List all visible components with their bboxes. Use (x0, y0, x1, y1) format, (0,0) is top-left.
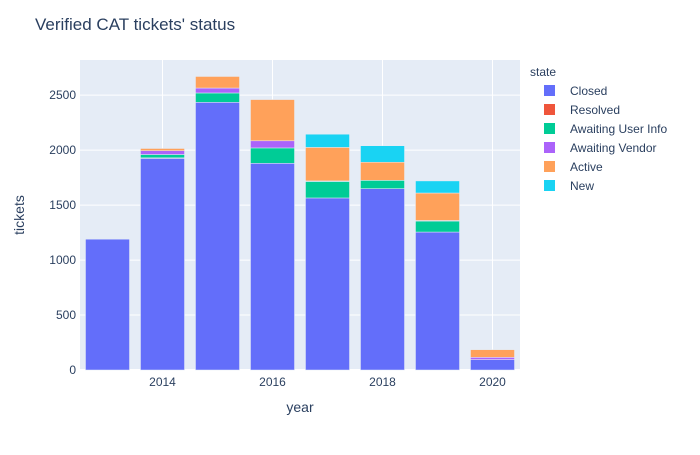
y-tick-label-1500: 1500 (49, 198, 76, 212)
bar-new-2019 (415, 180, 460, 194)
y-tick-label-1000: 1000 (49, 253, 76, 267)
legend-swatch-resolved (544, 104, 555, 115)
bar-active-2017 (305, 147, 350, 182)
bar-closed-2018 (360, 188, 405, 371)
bar-active-2014 (140, 148, 185, 151)
bar-closed-2020 (470, 359, 515, 371)
bar-closed-2019 (415, 231, 460, 371)
bar-active-2015 (195, 76, 240, 89)
bar-awaiting-user-info-2014 (140, 154, 185, 159)
x-tick-label-2016: 2016 (259, 375, 286, 389)
bar-closed-2016 (250, 163, 295, 371)
legend-swatch-closed (544, 85, 555, 96)
bar-new-2018 (360, 145, 405, 163)
bars-layer (85, 76, 515, 371)
axis-layer: 0 500 1000 1500 2000 2500 2014 2016 2018 2020 (49, 88, 506, 389)
legend-swatch-awaiting-user-info (544, 123, 555, 134)
bar-closed-2013 (85, 238, 130, 371)
bar-awaiting-user-info-2017 (305, 181, 350, 199)
bar-active-2020 (470, 349, 515, 358)
legend-label-active: Active (570, 160, 603, 174)
legend-label-resolved: Resolved (570, 103, 620, 117)
x-tick-label-2020: 2020 (479, 375, 506, 389)
legend-items: Closed Resolved Awaiting User Info Awaiting… (544, 84, 667, 193)
bar-closed-2017 (305, 197, 350, 371)
legend-swatch-awaiting-vendor (544, 142, 555, 153)
x-tick-label-2018: 2018 (369, 375, 396, 389)
legend-label-awaiting-vendor: Awaiting Vendor (570, 141, 657, 155)
bar-awaiting-vendor-2020 (470, 357, 515, 360)
bar-awaiting-user-info-2016 (250, 147, 295, 164)
y-tick-label-500: 500 (56, 308, 76, 322)
bar-awaiting-user-info-2018 (360, 180, 405, 189)
legend-label-awaiting-user-info: Awaiting User Info (570, 122, 667, 136)
y-tick-label-2000: 2000 (49, 143, 76, 157)
legend-label-closed: Closed (570, 84, 607, 98)
x-axis-title: year (286, 399, 314, 415)
bar-active-2016 (250, 99, 295, 142)
bar-awaiting-user-info-2015 (195, 92, 240, 103)
bar-active-2018 (360, 161, 405, 181)
bar-awaiting-vendor-2015 (195, 87, 240, 94)
bar-awaiting-user-info-2019 (415, 220, 460, 233)
legend-swatch-active (544, 161, 555, 172)
x-tick-label-2014: 2014 (149, 375, 176, 389)
y-tick-label-2500: 2500 (49, 88, 76, 102)
bar-active-2019 (415, 192, 460, 221)
legend: state Closed Resolved Awaiting User Info Aw… (530, 65, 667, 193)
bar-new-2017 (305, 133, 350, 148)
y-axis-title: tickets (11, 195, 27, 235)
chart-title: Verified CAT tickets' status (35, 15, 235, 34)
bar-closed-2014 (140, 158, 185, 371)
legend-label-new: New (570, 179, 594, 193)
y-tick-label-0: 0 (69, 363, 76, 377)
bar-closed-2015 (195, 102, 240, 371)
legend-title: state (530, 65, 556, 79)
bar-awaiting-vendor-2016 (250, 140, 295, 149)
legend-swatch-new (544, 180, 555, 191)
bar-awaiting-vendor-2014 (140, 150, 185, 155)
